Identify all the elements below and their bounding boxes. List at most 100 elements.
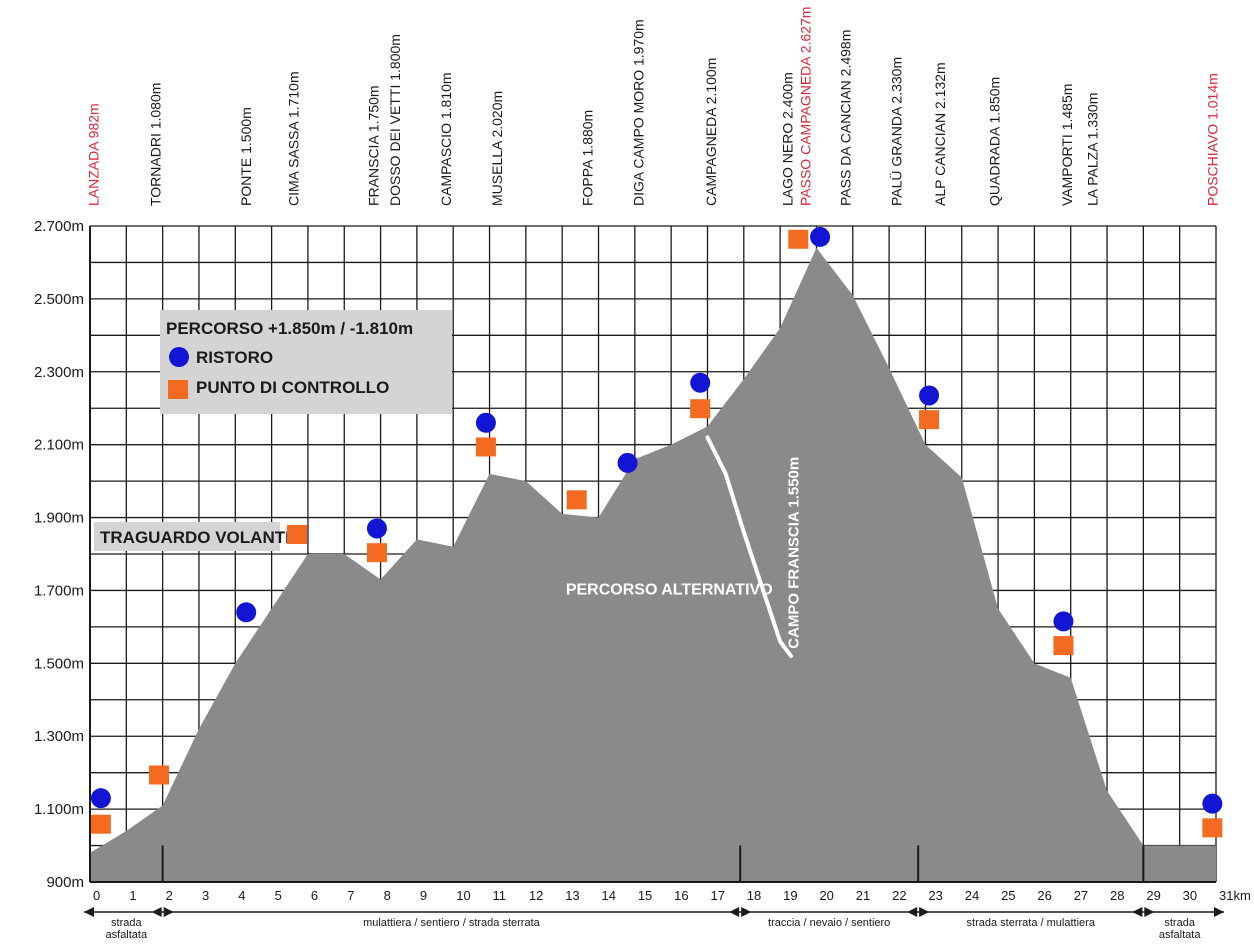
- arrow-right: [1214, 907, 1224, 917]
- x-tick-label: 0: [93, 888, 100, 903]
- x-tick-label: 31km: [1219, 888, 1251, 903]
- campo-franscia-label: CAMPO FRANSCIA 1.550m: [785, 457, 802, 649]
- x-tick-label: 18: [747, 888, 761, 903]
- x-tick-label: 21: [856, 888, 870, 903]
- controllo-marker: [919, 410, 940, 430]
- controllo-marker: [566, 490, 587, 510]
- x-tick-label: 26: [1037, 888, 1051, 903]
- alternative-route-line: [705, 435, 794, 659]
- place-label: PALÜ GRANDA 2.330m: [887, 57, 904, 206]
- x-tick-label: 10: [456, 888, 470, 903]
- x-tick-label: 11: [493, 888, 507, 903]
- place-label: TORNADRI 1.080m: [147, 83, 163, 206]
- arrow-left: [84, 907, 94, 917]
- profile-layer: [90, 247, 1216, 882]
- y-tick-label: 1.100m: [34, 801, 84, 818]
- place-label: CAMPASCIO 1.810m: [438, 72, 454, 206]
- x-tick-label: 8: [384, 888, 391, 903]
- place-label: LAGO NERO 2.400m: [779, 72, 795, 206]
- traguardo-volante-label: TRAGUARDO VOLANTE: [94, 522, 296, 551]
- place-label: VAMPORTI 1.485m: [1059, 84, 1075, 206]
- y-tick-label: 1.300m: [34, 728, 84, 745]
- controllo-marker: [90, 814, 111, 834]
- traguardo-box: [94, 522, 280, 551]
- segment-label: asfaltata: [1159, 929, 1201, 941]
- controllo-marker: [788, 229, 809, 249]
- legend-ristoro-marker: [169, 347, 189, 367]
- ristoro-marker: [810, 226, 831, 247]
- segment-arrow: [163, 907, 174, 917]
- x-tick-label: 20: [819, 888, 833, 903]
- segment-arrow: [907, 907, 918, 917]
- route-type-bands: [161, 845, 1145, 882]
- place-label: QUADRADA 1.850m: [986, 77, 1002, 206]
- ristoro-marker: [236, 602, 257, 623]
- x-tick-label: 25: [1001, 888, 1015, 903]
- place-label: PASSO CAMPAGNEDA 2.627m: [798, 7, 814, 206]
- controllo-marker: [1053, 636, 1074, 656]
- y-tick-label: 1.900m: [34, 510, 84, 527]
- place-label: FRANSCIA 1.750m: [365, 85, 381, 206]
- y-tick-label: 2.700m: [34, 218, 84, 235]
- ristoro-marker: [1202, 793, 1223, 814]
- controllo-marker: [149, 765, 170, 785]
- ristoro-marker: [366, 518, 387, 539]
- ristoro-marker: [690, 372, 711, 393]
- place-label: CAMPAGNEDA 2.100m: [703, 58, 719, 206]
- x-tick-label: 9: [420, 888, 427, 903]
- x-tick-label: 16: [674, 888, 688, 903]
- segment-label: strada: [111, 917, 142, 929]
- legend-box: [160, 310, 452, 414]
- elevation-profile-area: [90, 247, 1216, 882]
- place-label: DOSSO DEI VETTI 1.800m: [387, 34, 403, 206]
- x-tick-label: 28: [1110, 888, 1124, 903]
- axes: 900m 1.100m 1.300m 1.500m 1.700m 1.900m 2.100m…: [34, 218, 1251, 941]
- ristoro-marker: [919, 385, 940, 406]
- y-tick-label: 900m: [46, 874, 84, 891]
- segment-label: strada: [1164, 917, 1195, 929]
- x-tick-label: 23: [928, 888, 942, 903]
- segment-label: traccia / nevaio / sentiero: [768, 917, 890, 929]
- markers: [90, 226, 1223, 838]
- x-tick-label: 5: [275, 888, 282, 903]
- legend: PERCORSO +1.850m / -1.810m RISTORO PUNTO…: [160, 310, 452, 414]
- x-tick-label: 7: [347, 888, 354, 903]
- segment-arrow: [1144, 907, 1155, 917]
- x-tick-label: 17: [710, 888, 724, 903]
- x-tick-label: 3: [202, 888, 209, 903]
- y-tick-label: 2.100m: [34, 437, 84, 454]
- segment-label: asfaltata: [106, 929, 148, 941]
- legend-controllo-label: PUNTO DI CONTROLLO: [196, 378, 389, 397]
- ristoro-marker: [617, 452, 638, 473]
- alternative-route-label: PERCORSO ALTERNATIVO: [566, 581, 773, 598]
- place-label: LANZADA 982m: [86, 103, 102, 206]
- x-tick-label: 14: [602, 888, 616, 903]
- place-label: FOPPA 1.880m: [580, 110, 596, 206]
- place-labels: LANZADA 982m TORNADRI 1.080m PONTE 1.500m C…: [86, 7, 1221, 206]
- place-label: PONTE 1.500m: [238, 107, 254, 206]
- legend-controllo-marker: [168, 380, 188, 399]
- y-tick-label: 2.500m: [34, 291, 84, 308]
- segment-arrow: [919, 907, 930, 917]
- x-tick-label: 24: [965, 888, 979, 903]
- y-tick-label: 1.500m: [34, 655, 84, 672]
- x-tick-label: 2: [166, 888, 173, 903]
- controllo-marker: [287, 524, 308, 544]
- segment-arrow: [729, 907, 740, 917]
- ristoro-marker: [475, 412, 496, 433]
- segment-label: mulattiera / sentiero / strada sterrata: [363, 917, 541, 929]
- place-label: MUSELLA 2.020m: [489, 91, 505, 206]
- x-tick-label: 12: [529, 888, 543, 903]
- place-label: ALP CANCIAN 2.132m: [932, 62, 948, 206]
- y-tick-label: 1.700m: [34, 582, 84, 599]
- ristoro-marker: [90, 788, 111, 809]
- x-tick-label: 15: [638, 888, 652, 903]
- legend-ristoro-label: RISTORO: [196, 348, 273, 367]
- x-tick-label: 29: [1146, 888, 1160, 903]
- y-tick-label: 2.300m: [34, 364, 84, 381]
- segment-arrow: [1132, 907, 1143, 917]
- place-label: LA PALZA 1.330m: [1085, 93, 1101, 206]
- segment-label: strada sterrata / mulattiera: [967, 917, 1096, 929]
- segment-arrow: [741, 907, 752, 917]
